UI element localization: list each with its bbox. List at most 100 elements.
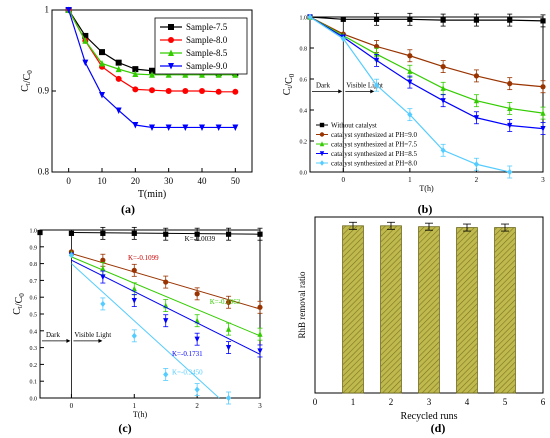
y-tick-label: 1: [45, 5, 50, 15]
data-point: [163, 371, 169, 378]
data-point: [115, 65, 122, 73]
x-tick-label: 50: [231, 176, 241, 186]
data-point: [131, 332, 137, 339]
x-axis-label: T(h): [419, 184, 434, 193]
series-line: [309, 16, 544, 88]
data-point: [440, 64, 446, 70]
data-point: [115, 59, 122, 66]
x-axis-label: T(h): [133, 410, 148, 419]
data-point: [99, 49, 105, 56]
data-point: [540, 18, 546, 24]
x-tick-label: 3: [541, 176, 545, 184]
y-tick-label: 0.7: [30, 279, 38, 285]
plot-frame: [309, 16, 544, 173]
y-tick-label: 0.8: [300, 47, 308, 53]
legend-marker: [319, 122, 325, 128]
data-point: [132, 122, 139, 129]
data-point: [163, 318, 169, 324]
data-point: [407, 111, 413, 118]
data-point: [194, 386, 200, 393]
x-tick-label: 1: [351, 397, 356, 407]
data-point: [225, 299, 232, 305]
data-point: [199, 124, 205, 131]
data-point: [100, 274, 106, 281]
visible-arrow-head: [370, 89, 375, 94]
y-tick-label: 0.2: [30, 363, 38, 369]
data-point: [131, 285, 137, 292]
panel-label: (b): [418, 202, 433, 216]
data-point: [165, 124, 172, 131]
series-sample-8-5: [65, 6, 239, 78]
data-point: [340, 35, 346, 42]
series-ph-8-0: [68, 252, 232, 405]
data-point: [100, 300, 106, 308]
data-point: [199, 71, 205, 78]
data-point: [507, 122, 513, 129]
y-tick-label: 1.0: [30, 229, 38, 235]
data-point: [100, 230, 106, 236]
data-point: [132, 86, 139, 93]
data-point: [163, 231, 169, 237]
data-point: [194, 231, 200, 237]
data-point: [149, 67, 155, 74]
legend-entry: catalyst synthesized at PH=8.0: [331, 160, 417, 168]
x-axis-label: T(min): [138, 189, 166, 200]
x-tick-label: 30: [164, 176, 174, 186]
x-tick-label: 2: [389, 397, 394, 407]
series-line: [309, 16, 544, 22]
y-tick-label: 0.4: [30, 329, 38, 335]
data-point: [225, 231, 232, 237]
y-tick-label: 0.9: [38, 86, 50, 96]
legend-marker: [168, 24, 174, 30]
bar: [494, 227, 516, 394]
data-point: [373, 57, 380, 64]
y-tick-label: 0.0: [300, 171, 308, 177]
data-point: [373, 82, 380, 89]
visible-light-annotation: Visible Light: [74, 331, 111, 339]
data-point: [307, 13, 313, 21]
y-tick-label: 0.2: [300, 140, 308, 146]
series-line: [309, 16, 544, 114]
data-point: [182, 71, 189, 78]
x-tick-label: 6: [541, 397, 546, 407]
visible-light-annotation: Visible Light: [346, 81, 383, 89]
data-point: [440, 17, 446, 23]
rate-constant-label: K=-0.1099: [128, 254, 159, 262]
legend-entry: Sample-8.5: [186, 48, 228, 58]
data-point: [257, 348, 263, 355]
data-point: [68, 230, 75, 236]
data-point: [131, 230, 137, 236]
data-point: [149, 71, 155, 78]
data-point: [507, 81, 513, 87]
y-tick-label: 0.8: [38, 167, 50, 177]
data-point: [132, 70, 139, 77]
x-tick-label: 0: [313, 397, 318, 407]
data-point: [65, 7, 72, 14]
data-point: [225, 394, 232, 402]
data-point: [540, 126, 546, 132]
legend-entry: catalyst synthesized at PH=8.5: [331, 150, 417, 158]
x-tick-label: 10: [98, 176, 108, 186]
data-point: [37, 229, 43, 236]
y-tick-label: 0.1: [30, 380, 38, 386]
y-tick-label: 0.5: [30, 313, 38, 319]
data-point: [340, 16, 346, 22]
x-tick-label: 2: [195, 402, 199, 410]
x-tick-label: 1: [408, 176, 412, 184]
data-point: [165, 88, 172, 94]
legend-marker: [168, 63, 174, 70]
legend-entry: Sample-9.0: [186, 61, 228, 71]
panel-c: 0 1 2 3 0.0 0.1 0.2 0.3 0.4 0.5 0.6 0.7 0.8 0.9 1.0 T(h…: [12, 226, 263, 435]
series-line: [309, 16, 544, 130]
data-point: [68, 252, 75, 259]
data-point: [215, 88, 222, 95]
data-point: [131, 297, 137, 304]
data-point: [507, 105, 513, 112]
data-point: [99, 59, 105, 67]
y-tick-label: 0.8: [30, 262, 38, 268]
data-point: [182, 88, 189, 94]
x-tick-label: 1: [133, 402, 137, 410]
y-tick-label: 1.0: [300, 16, 308, 22]
